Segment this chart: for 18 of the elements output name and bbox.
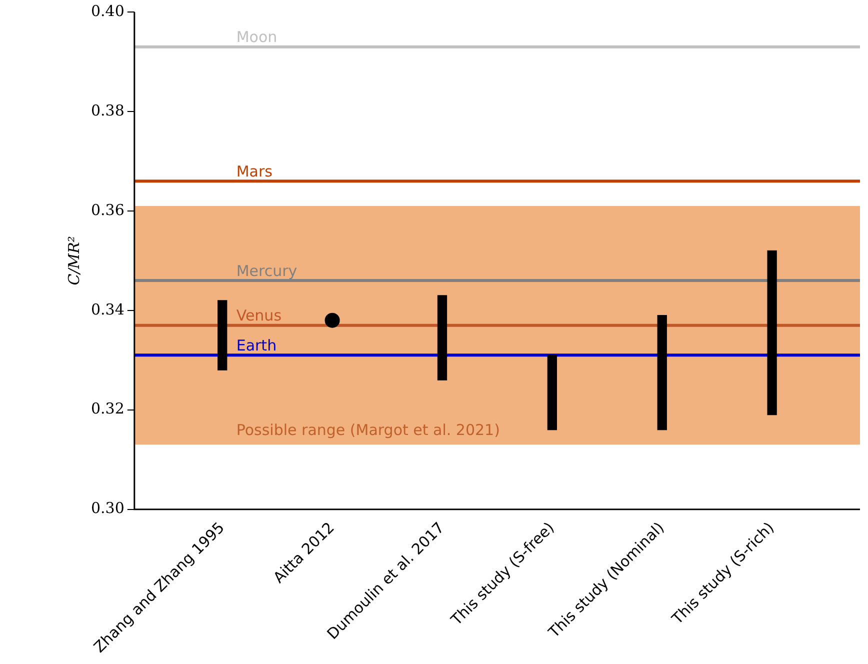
y-tick-label: 0.32 [90, 400, 124, 418]
y-tick-label: 0.30 [90, 499, 124, 518]
y-tick-label: 0.36 [90, 200, 124, 219]
ref-line-label: Moon [236, 28, 278, 46]
ref-line-label: Mercury [236, 262, 298, 280]
ref-line-label: Mars [236, 162, 273, 180]
bar [218, 300, 228, 370]
y-tick-label: 0.40 [90, 2, 124, 20]
ref-line-label: Venus [236, 306, 282, 325]
bar [657, 315, 667, 430]
y-axis-title: C/MR² [64, 236, 83, 286]
band-label: Possible range (Margot et al. 2021) [236, 421, 500, 440]
bar [767, 250, 777, 416]
ref-line-label: Earth [236, 336, 277, 355]
bar [437, 295, 448, 380]
bar [547, 354, 557, 430]
y-tick-label: 0.38 [90, 101, 124, 120]
y-tick-label: 0.34 [90, 300, 124, 318]
